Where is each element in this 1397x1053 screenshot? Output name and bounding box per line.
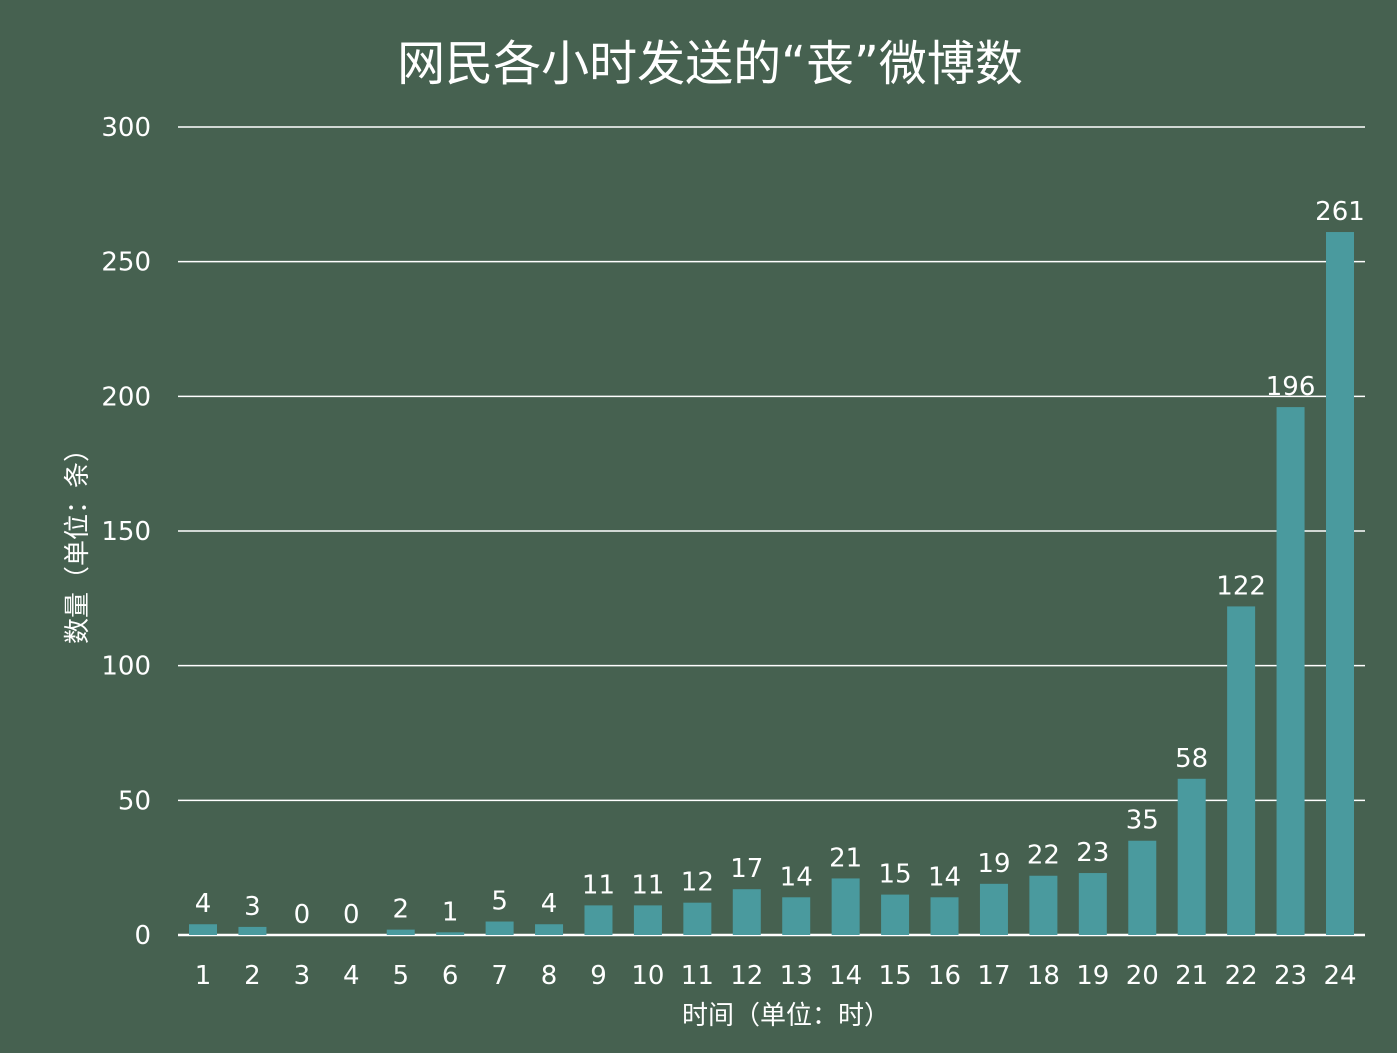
data-label: 21 [829, 843, 862, 873]
x-tick-label: 7 [491, 961, 508, 991]
data-label: 58 [1175, 744, 1208, 774]
x-tick-label: 4 [343, 961, 360, 991]
bar [881, 894, 910, 935]
data-label: 17 [730, 854, 763, 884]
x-tick-label: 2 [244, 961, 261, 991]
bar [1177, 778, 1206, 935]
x-tick-label: 24 [1323, 961, 1356, 991]
bar [386, 929, 415, 935]
x-tick-labels: 1 2 3 4 5 6 7 8 9 10 11 12 13 14 15 16 17 18 19 20 21 22 23 24 [195, 961, 1357, 991]
bars [189, 232, 1354, 936]
x-axis-label: 时间（单位：时） [682, 1001, 890, 1031]
x-tick-label: 11 [681, 961, 714, 991]
x-tick-label: 17 [977, 961, 1010, 991]
bar [831, 878, 860, 935]
x-tick-label: 5 [392, 961, 409, 991]
data-label: 122 [1216, 571, 1266, 601]
gridlines [178, 126, 1365, 937]
bar [979, 883, 1008, 935]
x-tick-label: 16 [928, 961, 961, 991]
bar [782, 897, 811, 935]
x-tick-label: 10 [631, 961, 664, 991]
data-label: 196 [1266, 372, 1316, 402]
x-tick-label: 3 [294, 961, 311, 991]
y-axis-label: 数量（单位：条） [63, 436, 93, 644]
data-label: 14 [928, 862, 961, 892]
data-label: 11 [582, 870, 615, 900]
bar [238, 926, 267, 935]
data-label: 23 [1076, 838, 1109, 868]
data-label: 22 [1027, 841, 1060, 871]
x-tick-label: 20 [1126, 961, 1159, 991]
data-label: 3 [244, 892, 261, 922]
data-label: 11 [631, 870, 664, 900]
bar [1227, 606, 1256, 935]
x-tick-label: 12 [730, 961, 763, 991]
bar [485, 921, 514, 935]
y-tick-label: 300 [101, 113, 151, 143]
data-label: 0 [294, 900, 311, 930]
data-label: 14 [780, 862, 813, 892]
bar [535, 924, 564, 935]
data-label: 4 [541, 889, 558, 919]
bar [1326, 232, 1354, 936]
data-label: 19 [977, 849, 1010, 879]
x-tick-label: 9 [590, 961, 607, 991]
data-label: 12 [681, 868, 714, 898]
x-tick-label: 23 [1274, 961, 1307, 991]
x-tick-label: 1 [195, 961, 212, 991]
x-tick-label: 15 [879, 961, 912, 991]
x-tick-label: 21 [1175, 961, 1208, 991]
bar [189, 924, 217, 935]
data-label: 5 [491, 887, 508, 917]
data-label: 1 [442, 897, 459, 927]
x-tick-label: 13 [780, 961, 813, 991]
bar [633, 905, 662, 935]
x-tick-label: 19 [1076, 961, 1109, 991]
x-tick-label: 18 [1027, 961, 1060, 991]
data-label: 261 [1315, 197, 1365, 227]
data-label: 2 [392, 895, 409, 925]
chart-title: 网民各小时发送的“丧”微博数 [397, 36, 1023, 92]
x-tick-label: 6 [442, 961, 459, 991]
data-label: 4 [195, 889, 212, 919]
y-tick-label: 50 [118, 786, 151, 816]
bar [1029, 875, 1058, 935]
y-tick-label: 150 [101, 517, 151, 547]
bar [584, 905, 613, 935]
y-tick-label: 100 [101, 652, 151, 682]
y-tick-label: 200 [101, 382, 151, 412]
data-label: 0 [343, 900, 360, 930]
y-tick-labels: 0 50 100 150 200 250 300 [101, 113, 151, 951]
x-tick-label: 8 [541, 961, 558, 991]
y-tick-label: 250 [101, 248, 151, 278]
x-tick-label: 14 [829, 961, 862, 991]
bar [436, 932, 465, 935]
bar [1078, 873, 1107, 935]
bar [732, 889, 761, 935]
data-label: 35 [1126, 806, 1159, 836]
bar [1128, 840, 1157, 935]
bar [930, 897, 959, 935]
bar [1276, 407, 1305, 935]
data-label: 15 [879, 860, 912, 890]
y-tick-label: 0 [134, 921, 151, 951]
bar [683, 902, 712, 935]
x-tick-label: 22 [1225, 961, 1258, 991]
